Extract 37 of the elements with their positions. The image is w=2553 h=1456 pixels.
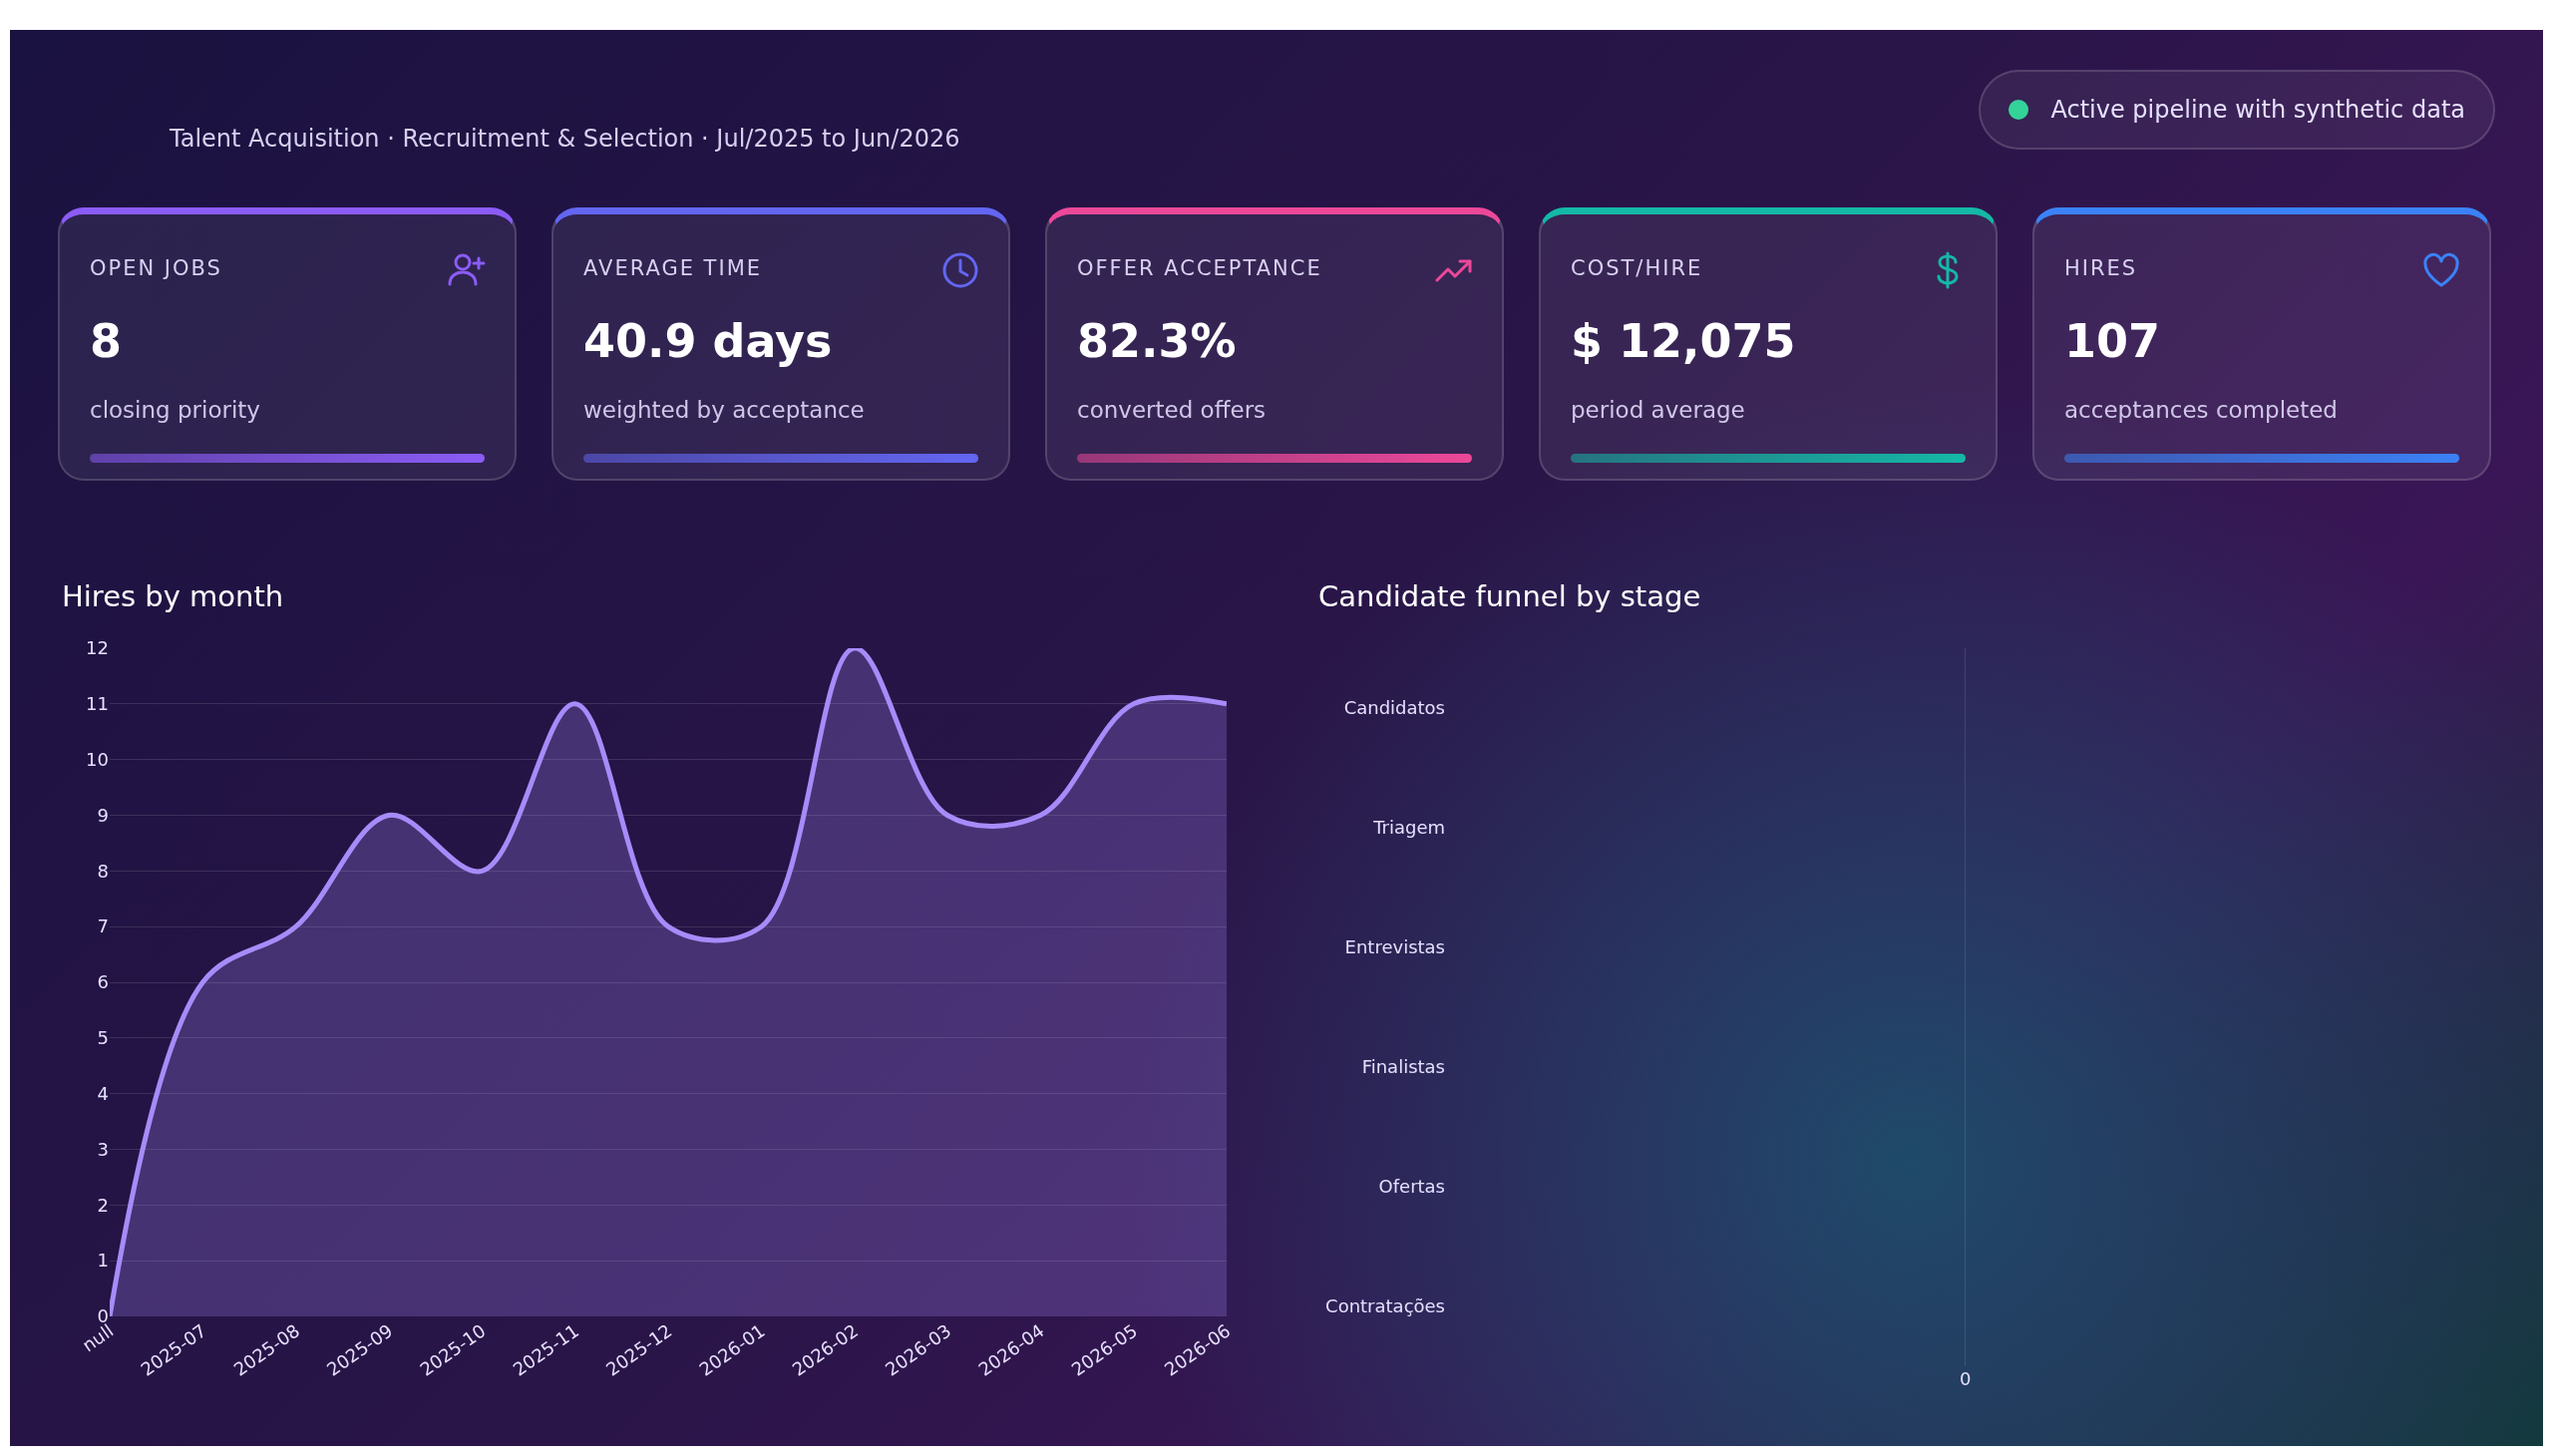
- y-tick-label: 4: [97, 1082, 109, 1104]
- category-label: Candidatos: [1343, 697, 1445, 719]
- text: 0: [1960, 1368, 1972, 1389]
- y-tick-label: 1: [97, 1250, 109, 1272]
- text: weighted by acceptance: [583, 397, 865, 423]
- category-label: Finalistas: [1361, 1056, 1445, 1078]
- y-tick-label: 11: [86, 693, 109, 715]
- text: 107: [2064, 314, 2161, 368]
- text: OFFER ACCEPTANCE: [1077, 256, 1322, 280]
- text: period average: [1571, 397, 1745, 423]
- category-label: Ofertas: [1378, 1176, 1445, 1198]
- text: Talent Acquisition · Recruitment & Selection · Jul/2025 to Jun/2026: [170, 125, 960, 153]
- text: closing priority: [90, 397, 260, 423]
- text: 82.3%: [1077, 314, 1237, 368]
- category-label: Triagem: [1372, 817, 1445, 839]
- category-label: Entrevistas: [1344, 936, 1445, 958]
- y-tick-label: 5: [97, 1027, 109, 1049]
- text: converted offers: [1077, 397, 1267, 423]
- y-tick-label: 2: [97, 1194, 109, 1216]
- category-label: Contratações: [1325, 1295, 1445, 1317]
- text: COST/HIRE: [1571, 256, 1703, 280]
- y-tick-label: 12: [86, 637, 109, 659]
- text: OPEN JOBS: [90, 256, 222, 280]
- text: Active pipeline with synthetic data: [1979, 70, 2495, 150]
- y-tick-label: 7: [97, 915, 109, 937]
- y-tick-label: 3: [97, 1138, 109, 1160]
- y-tick-label: 6: [97, 971, 109, 993]
- y-tick-label: 9: [97, 804, 109, 826]
- text: AVERAGE TIME: [583, 256, 763, 280]
- text: acceptances completed: [2064, 397, 2338, 423]
- chart-title: Hires by month: [62, 578, 284, 613]
- text: Candidate funnel by stage: [1318, 578, 1701, 613]
- y-tick-label: 8: [97, 860, 109, 882]
- text: 40.9 days: [583, 314, 833, 368]
- y-tick-label: 10: [86, 748, 109, 770]
- text: HIRES: [2064, 256, 2138, 280]
- text: $ 12,075: [1571, 314, 1796, 368]
